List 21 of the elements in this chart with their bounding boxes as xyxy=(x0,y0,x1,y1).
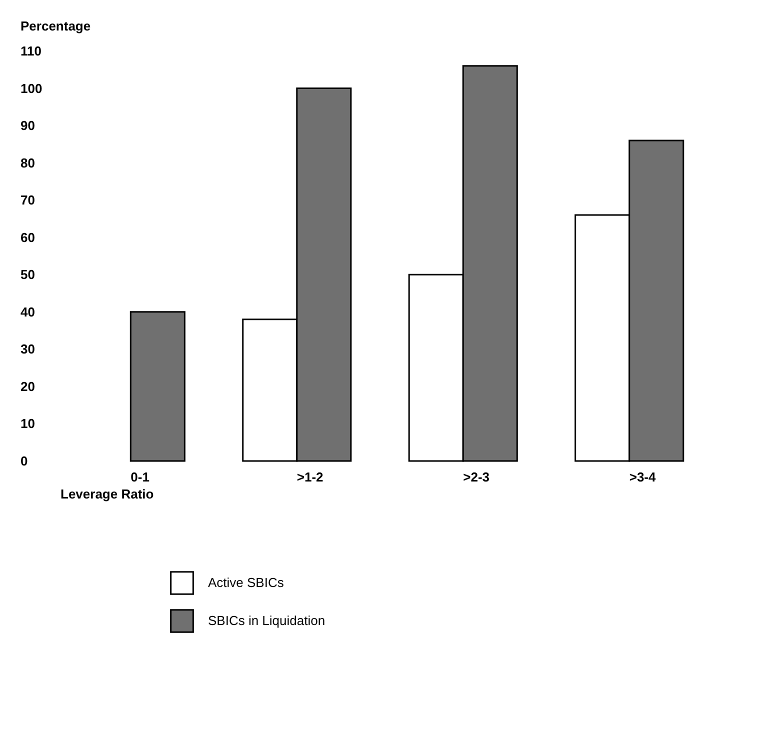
x-tick-label: 0-1 xyxy=(130,470,150,484)
y-tick-label: 50 xyxy=(20,267,35,282)
y-tick-label: 90 xyxy=(20,118,35,134)
x-tick-label: >2-3 xyxy=(463,470,490,484)
y-tick-label: 100 xyxy=(20,80,42,96)
y-tick-label: 10 xyxy=(20,416,35,432)
legend-label: Active SBICs xyxy=(208,575,284,590)
y-tick-label: 80 xyxy=(20,155,35,170)
x-axis-title: Leverage Ratio xyxy=(60,486,154,502)
y-tick-label: 20 xyxy=(20,378,35,394)
y-tick-label: 70 xyxy=(20,192,35,208)
y-tick-label: 110 xyxy=(20,44,42,58)
y-tick-label: 0 xyxy=(20,454,28,468)
x-tick-label: >1-2 xyxy=(296,470,324,484)
legend-label: SBICs in Liquidation xyxy=(208,613,326,628)
bar xyxy=(130,311,186,462)
x-tick-label: >3-4 xyxy=(629,470,656,484)
y-tick-label: 40 xyxy=(20,304,35,320)
y-tick-label: 60 xyxy=(20,230,35,245)
y-tick-label: 30 xyxy=(20,342,35,357)
y-axis-title: Percentage xyxy=(20,18,91,34)
